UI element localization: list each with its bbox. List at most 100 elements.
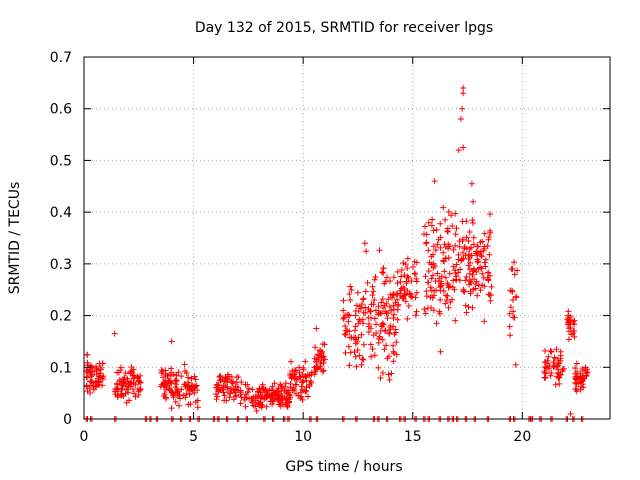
data-point — [346, 334, 353, 341]
data-point — [192, 383, 199, 390]
data-points — [83, 85, 591, 422]
data-point — [506, 310, 513, 317]
data-point — [242, 403, 249, 410]
data-point — [442, 292, 449, 299]
data-point — [267, 398, 274, 405]
data-point — [228, 373, 235, 380]
data-point — [365, 323, 372, 330]
data-point — [89, 379, 96, 386]
data-point — [405, 302, 412, 309]
data-point — [448, 212, 455, 219]
data-point — [230, 378, 237, 385]
data-point — [123, 383, 130, 390]
data-point — [345, 343, 352, 350]
data-point — [560, 365, 567, 372]
data-point — [395, 301, 402, 308]
data-point — [193, 382, 200, 389]
data-point — [167, 379, 174, 386]
data-point — [134, 373, 141, 380]
data-point — [88, 378, 95, 385]
data-point — [427, 294, 434, 301]
data-point — [511, 259, 518, 266]
data-point — [445, 304, 452, 311]
data-point — [403, 280, 410, 287]
data-point — [430, 264, 437, 271]
data-point — [463, 274, 470, 281]
data-point — [373, 329, 380, 336]
data-point — [473, 269, 480, 276]
data-point — [132, 381, 139, 388]
data-point — [367, 315, 374, 322]
data-point — [243, 394, 250, 401]
data-point — [470, 241, 477, 248]
data-point — [574, 379, 581, 386]
data-point — [398, 285, 405, 292]
data-point — [84, 388, 91, 395]
data-point — [456, 238, 463, 245]
data-point — [250, 402, 257, 409]
data-point — [371, 352, 378, 359]
data-point — [466, 278, 473, 285]
data-point — [257, 401, 264, 408]
data-point — [450, 277, 457, 284]
data-point — [572, 365, 579, 372]
data-point — [290, 385, 297, 392]
data-point — [135, 391, 142, 398]
data-point — [224, 388, 231, 395]
data-point — [340, 307, 347, 314]
data-point — [362, 304, 369, 311]
data-point — [114, 381, 121, 388]
data-point — [265, 392, 272, 399]
data-point — [387, 326, 394, 333]
data-point — [453, 276, 460, 283]
data-point — [181, 361, 188, 368]
data-point — [551, 355, 558, 362]
data-point — [404, 315, 411, 322]
data-point — [462, 277, 469, 284]
data-point — [457, 266, 464, 273]
data-point — [111, 330, 118, 337]
data-point — [217, 377, 224, 384]
data-point — [356, 352, 363, 359]
data-point — [353, 363, 360, 370]
data-point — [474, 292, 481, 299]
data-point — [93, 363, 100, 370]
data-point — [509, 296, 516, 303]
data-point — [397, 278, 404, 285]
data-point — [185, 379, 192, 386]
data-point — [468, 180, 475, 187]
data-point — [354, 338, 361, 345]
data-point — [481, 259, 488, 266]
data-point — [390, 323, 397, 330]
data-point — [465, 262, 472, 269]
data-point — [469, 304, 476, 311]
data-point — [118, 364, 125, 371]
data-point — [577, 374, 584, 381]
data-point — [313, 325, 320, 332]
data-point — [567, 313, 574, 320]
data-point — [422, 310, 429, 317]
data-point — [356, 318, 363, 325]
data-point — [191, 373, 198, 380]
data-point — [452, 242, 459, 249]
data-point — [121, 376, 128, 383]
data-point — [475, 282, 482, 289]
data-point — [484, 274, 491, 281]
data-point — [437, 220, 444, 227]
data-point — [573, 360, 580, 367]
data-point — [465, 237, 472, 244]
data-point — [377, 375, 384, 382]
data-point — [466, 245, 473, 252]
data-point — [380, 265, 387, 272]
data-point — [470, 268, 477, 275]
data-point — [460, 90, 467, 97]
data-point — [347, 283, 354, 290]
data-point — [412, 312, 419, 319]
data-point — [389, 294, 396, 301]
data-point — [384, 315, 391, 322]
data-point — [541, 374, 548, 381]
data-point — [313, 364, 320, 371]
data-point — [320, 367, 327, 374]
data-point — [564, 315, 571, 322]
